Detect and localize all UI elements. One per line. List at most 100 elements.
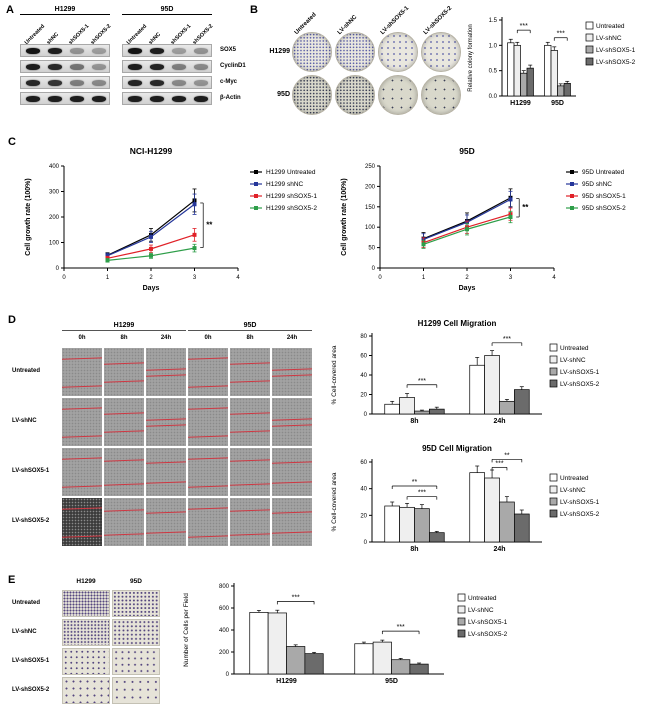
svg-text:% Cell-covered area: % Cell-covered area: [331, 345, 338, 404]
wound-edge-line: [146, 511, 186, 515]
svg-text:400: 400: [219, 628, 230, 634]
colony-dish: [378, 75, 418, 115]
protein-band: [92, 64, 106, 70]
bar: [507, 42, 515, 97]
migration-image: [272, 448, 312, 496]
wound-edge-line: [146, 480, 186, 484]
cell-line-label: H1299: [76, 578, 96, 585]
svg-text:95D shSOX5-2: 95D shSOX5-2: [582, 205, 626, 212]
svg-text:LV-shNC: LV-shNC: [560, 487, 586, 494]
time-label: 24h: [160, 335, 172, 341]
wound-edge-line: [146, 461, 186, 465]
svg-text:LV-shNC: LV-shNC: [560, 357, 586, 364]
protein-band: [194, 48, 208, 54]
bar: [414, 508, 430, 543]
migration-image: [272, 348, 312, 396]
bar: [414, 410, 430, 415]
colony-dish: [335, 32, 375, 72]
bar: [399, 506, 415, 543]
lane-label: Untreated: [125, 23, 149, 46]
legend-swatch: [457, 617, 466, 626]
data-point: [192, 202, 197, 207]
svg-text:% Cell-covered area: % Cell-covered area: [331, 472, 338, 531]
svg-text:***: ***: [503, 336, 511, 343]
protein-band: [150, 64, 164, 70]
legend-marker: [254, 194, 258, 198]
blot-row: [122, 76, 212, 89]
svg-text:0: 0: [378, 275, 382, 281]
legend-swatch: [585, 57, 594, 66]
wound-edge-line: [146, 374, 186, 377]
legend-swatch: [549, 509, 558, 518]
wound-edge-line: [272, 480, 312, 484]
cell-line-label: 95D: [188, 322, 312, 331]
protein-band: [150, 48, 164, 54]
panel-d: D H1299 95D 0h 8h 24h 0h 8h 24h Untreated LV-shNC…: [8, 314, 650, 572]
bar: [429, 532, 445, 543]
svg-text:LV-shSOX5-2: LV-shSOX5-2: [468, 631, 508, 638]
protein-band: [150, 96, 164, 102]
invasion-image: [112, 619, 160, 646]
svg-text:1: 1: [106, 275, 110, 281]
h1299-migration-chart: H1299 Cell Migration 0 20 40 60 80 % Cell-cove…: [331, 319, 600, 425]
migration-image: [188, 348, 228, 396]
panel-a-label: A: [6, 4, 14, 16]
svg-text:95D Cell Migration: 95D Cell Migration: [422, 444, 492, 453]
wound-edge-line: [188, 385, 228, 389]
svg-text:1.5: 1.5: [489, 18, 498, 24]
svg-text:24h: 24h: [493, 418, 505, 425]
svg-text:NCI-H1299: NCI-H1299: [130, 146, 173, 156]
protein-band: [48, 48, 62, 54]
bar: [563, 82, 571, 97]
cell-line-label: 95D: [122, 6, 212, 15]
panel-a-blots: H1299 Untreated shNC shSOX5-1 shSOX5-2 95D Unt…: [20, 4, 256, 128]
blot-row: [122, 44, 212, 57]
treatment-label: LV-shSOX5-2: [12, 518, 50, 524]
wound-edge-line: [272, 511, 312, 515]
legend-swatch: [549, 485, 558, 494]
svg-text:H1299 shSOX5-1: H1299 shSOX5-1: [266, 193, 317, 200]
bar: [267, 612, 287, 675]
svg-text:LV-shSOX5-2: LV-shSOX5-2: [560, 381, 600, 388]
bar: [499, 400, 515, 415]
panel-b-label: B: [250, 4, 258, 16]
wound-edge-line: [188, 356, 228, 360]
protein-label: SOX5: [220, 47, 237, 53]
svg-text:40: 40: [360, 373, 367, 379]
bar: [249, 612, 269, 675]
legend-swatch: [549, 473, 558, 482]
migration-image: [230, 498, 270, 546]
wound-edge-line: [230, 429, 270, 433]
bar: [384, 505, 400, 543]
blot-row: [122, 92, 212, 105]
bar: [484, 355, 500, 415]
svg-text:LV-shNC: LV-shNC: [596, 35, 622, 42]
migration-image: [230, 398, 270, 446]
protein-band: [26, 96, 40, 102]
migration-image: [188, 448, 228, 496]
protein-band: [194, 64, 208, 70]
blot-row: [20, 92, 110, 105]
svg-text:2: 2: [149, 275, 153, 281]
wound-edge-line: [62, 356, 102, 360]
svg-text:0: 0: [364, 412, 368, 418]
cell-line-label: H1299: [20, 6, 110, 15]
blot-row: [20, 76, 110, 89]
wound-edge-line: [230, 533, 270, 536]
cell-line-label: 95D: [130, 578, 142, 585]
svg-text:150: 150: [365, 205, 376, 211]
legend-swatch: [549, 379, 558, 388]
treatment-label: Untreated: [12, 599, 41, 606]
migration-image: [146, 448, 186, 496]
svg-text:4: 4: [236, 275, 240, 281]
migration-image: [62, 398, 102, 446]
data-point: [149, 234, 153, 239]
migration-image: [104, 498, 144, 546]
data-point: [105, 253, 110, 258]
svg-text:**: **: [504, 452, 510, 459]
migration-image: [272, 498, 312, 546]
lane-label: shSOX5-2: [191, 23, 215, 46]
svg-text:H1299 shNC: H1299 shNC: [266, 181, 304, 188]
legend-marker: [570, 182, 574, 186]
panel-e-label: E: [8, 574, 16, 586]
